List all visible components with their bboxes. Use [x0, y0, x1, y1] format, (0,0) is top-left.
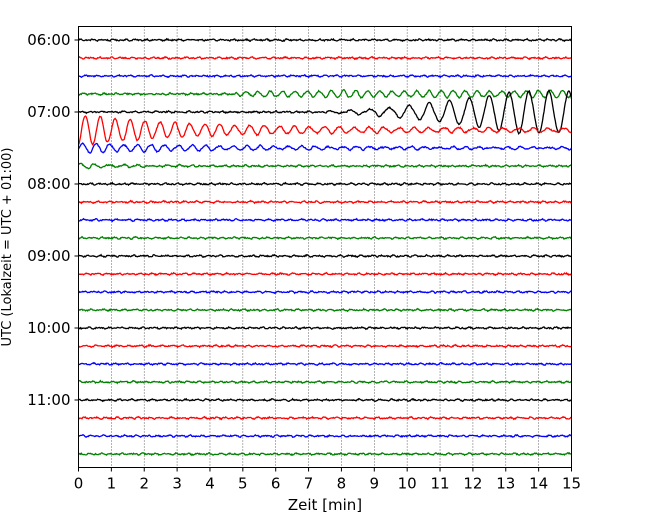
- x-tick-label: 5: [238, 475, 248, 493]
- seismic-trace-7: [77, 162, 572, 170]
- y-axis-label: UTC (Lokalzeit = UTC + 01:00): [0, 148, 15, 347]
- y-tick-label: 10:00: [27, 319, 70, 337]
- seismic-trace-0: [78, 37, 572, 43]
- x-tick-label: 3: [172, 475, 182, 493]
- y-tick-label: 08:00: [27, 175, 70, 193]
- x-tick-label: 6: [271, 475, 281, 493]
- seismic-trace-12: [78, 253, 572, 259]
- seismic-trace-11: [78, 235, 572, 241]
- seismic-trace-22: [78, 433, 572, 439]
- seismic-trace-5: [77, 115, 573, 146]
- plot-frame: [78, 26, 572, 468]
- seismic-trace-9: [78, 199, 573, 205]
- y-tick-label: 06:00: [27, 31, 70, 49]
- seismic-trace-18: [78, 361, 572, 367]
- y-tick-label: 07:00: [27, 103, 70, 121]
- seismic-trace-8: [78, 181, 572, 187]
- x-tick-label: 8: [337, 475, 347, 493]
- seismic-trace-6: [77, 142, 573, 154]
- seismic-trace-19: [78, 379, 572, 385]
- y-axis: 06:00 07:00 08:00 09:00 10:00 11:00: [27, 31, 79, 409]
- x-tick-label: 13: [496, 475, 515, 493]
- seismic-trace-21: [78, 415, 572, 421]
- seismic-trace-20: [78, 397, 573, 403]
- seismic-trace-13: [78, 271, 573, 277]
- x-tick-label: 10: [398, 475, 417, 493]
- x-tick-label: 14: [529, 475, 548, 493]
- seismic-trace-14: [77, 289, 572, 295]
- y-tick-label: 09:00: [27, 247, 70, 265]
- seismic-traces: [77, 37, 573, 457]
- x-axis-label: Zeit [min]: [288, 496, 362, 514]
- x-tick-label: 2: [139, 475, 149, 493]
- x-tick-label: 11: [430, 475, 449, 493]
- x-axis: 0 1 2 3 4 5 6 7 8 9 10 11 12 13 14 15: [74, 467, 581, 493]
- x-tick-label: 4: [205, 475, 215, 493]
- seismic-trace-10: [78, 217, 572, 223]
- x-tick-label: 12: [463, 475, 482, 493]
- seismic-trace-4: [78, 89, 573, 135]
- x-tick-label: 0: [74, 475, 84, 493]
- seismic-trace-2: [78, 73, 573, 79]
- x-tick-label: 15: [562, 475, 581, 493]
- x-tick-label: 9: [370, 475, 380, 493]
- y-tick-label: 11:00: [27, 391, 70, 409]
- seismic-trace-3: [77, 88, 573, 100]
- seismic-trace-16: [77, 325, 572, 331]
- seismic-trace-1: [77, 55, 572, 61]
- seismic-trace-15: [78, 307, 572, 313]
- x-tick-label: 7: [304, 475, 314, 493]
- seismic-trace-23: [78, 451, 572, 457]
- x-tick-label: 1: [107, 475, 117, 493]
- seismic-trace-17: [78, 343, 572, 349]
